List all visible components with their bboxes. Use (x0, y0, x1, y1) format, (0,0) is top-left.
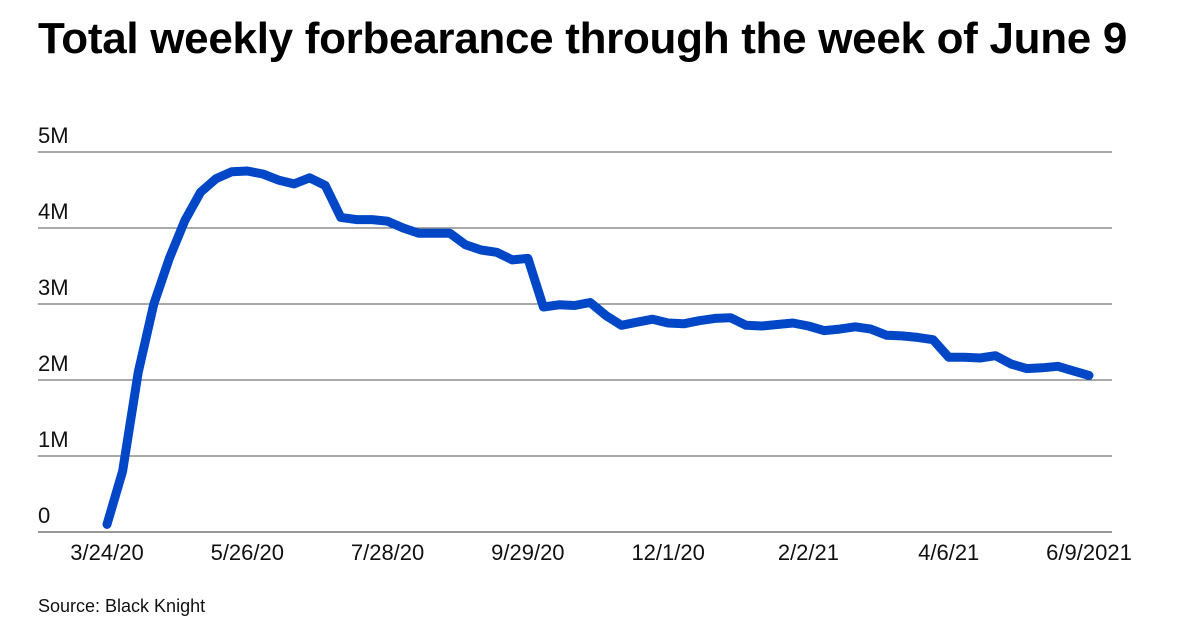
x-tick-label: 3/24/20 (70, 540, 143, 565)
x-tick-label: 5/26/20 (211, 540, 284, 565)
x-tick-label: 4/6/21 (918, 540, 979, 565)
x-tick-label: 2/2/21 (778, 540, 839, 565)
x-axis-labels: 3/24/20 5/26/20 7/28/20 9/29/20 12/1/20 2/2/2… (70, 540, 1132, 565)
forbearance-line (102, 166, 1094, 529)
y-tick-label: 1M (38, 427, 69, 452)
y-tick-label: 5M (38, 123, 69, 148)
y-tick-label: 2M (38, 351, 69, 376)
source-note: Source: Black Knight (38, 596, 206, 616)
series-layer (102, 166, 1094, 529)
x-tick-label: 12/1/20 (631, 540, 704, 565)
y-tick-label: 0 (38, 503, 50, 528)
y-tick-label: 3M (38, 275, 69, 300)
x-tick-label: 9/29/20 (491, 540, 564, 565)
y-axis-labels: 0 1M 2M 3M 4M 5M (38, 123, 69, 528)
x-tick-label: 6/9/2021 (1046, 540, 1132, 565)
x-tick-label: 7/28/20 (351, 540, 424, 565)
y-tick-label: 4M (38, 199, 69, 224)
chart-title: Total weekly forbearance through the wee… (38, 14, 1128, 63)
gridlines (38, 151, 1112, 533)
